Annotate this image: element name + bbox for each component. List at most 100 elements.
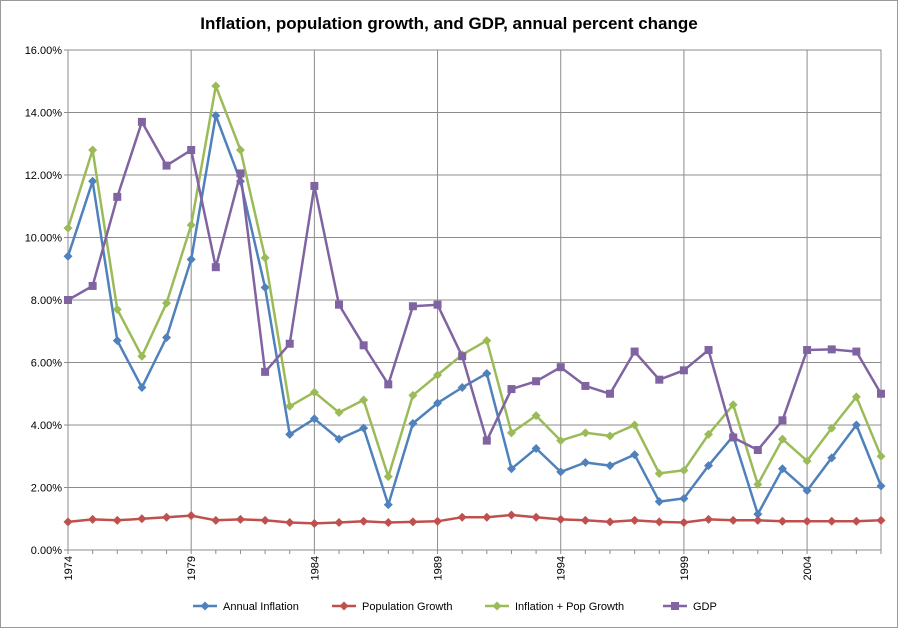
data-point-annual-inflation [506, 464, 516, 474]
data-point-inflation-pop-growth [531, 411, 541, 421]
data-point-gdp [803, 346, 812, 354]
data-point-annual-inflation [359, 423, 369, 433]
data-point-gdp [408, 302, 417, 311]
data-point-inflation-pop-growth [827, 423, 837, 433]
series-line-population-growth [67, 513, 882, 525]
data-point-inflation-pop-growth [679, 465, 689, 475]
data-point-gdp [64, 296, 72, 304]
data-point-inflation-pop-growth [704, 429, 714, 439]
data-point-population-growth [88, 514, 98, 524]
x-tick-label: 1994 [556, 556, 568, 580]
data-point-gdp [606, 389, 614, 398]
data-point-population-growth [162, 512, 172, 522]
y-tick-label: 6.00% [31, 358, 62, 370]
data-point-gdp [285, 339, 294, 348]
data-point-population-growth [802, 516, 812, 526]
data-point-gdp [162, 161, 171, 170]
legend: Annual Inflation Population Growth Inflati… [193, 601, 717, 613]
legend-item-gdp: GDP [663, 601, 717, 613]
data-point-population-growth [531, 512, 541, 522]
data-point-population-growth [827, 516, 837, 526]
grid-layer [67, 49, 881, 551]
data-point-annual-inflation [137, 383, 147, 392]
data-point-gdp [482, 436, 491, 445]
x-tick-label: 1974 [63, 556, 75, 580]
data-point-population-growth [777, 516, 787, 526]
data-point-annual-inflation [383, 500, 393, 510]
data-point-population-growth [186, 511, 196, 521]
data-point-annual-inflation [285, 429, 295, 439]
data-point-population-growth [728, 515, 738, 525]
data-point-population-growth [285, 518, 295, 527]
data-point-gdp [359, 341, 368, 350]
chart-title: Inflation, population growth, and GDP, a… [200, 14, 697, 33]
data-point-inflation-pop-growth [876, 451, 886, 461]
data-point-inflation-pop-growth [580, 428, 590, 438]
y-tick-label: 2.00% [31, 483, 62, 495]
series-line-gdp [67, 120, 883, 452]
data-point-population-growth [753, 515, 763, 525]
legend-swatch-marker [339, 601, 349, 611]
legend-swatch-marker [492, 601, 502, 611]
y-tick-label: 12.00% [25, 170, 63, 182]
data-point-annual-inflation [162, 333, 172, 342]
data-point-population-growth [112, 515, 122, 525]
data-point-annual-inflation [260, 283, 270, 292]
data-point-inflation-pop-growth [605, 431, 615, 441]
y-tick-label: 16.00% [25, 45, 63, 57]
data-point-gdp [753, 446, 762, 454]
y-tick-label: 4.00% [31, 420, 62, 432]
data-point-gdp [187, 146, 196, 154]
data-point-inflation-pop-growth [285, 401, 295, 411]
legend-item-inflation-pop-growth: Inflation + Pop Growth [485, 601, 624, 613]
data-point-inflation-pop-growth [433, 370, 443, 380]
data-point-annual-inflation [679, 493, 689, 503]
data-point-population-growth [704, 514, 714, 524]
data-point-inflation-pop-growth [137, 351, 147, 361]
data-point-population-growth [482, 512, 492, 522]
data-point-annual-inflation [88, 176, 98, 186]
data-point-gdp [778, 416, 787, 425]
data-point-inflation-pop-growth [556, 436, 566, 446]
data-point-population-growth [235, 514, 245, 524]
data-point-inflation-pop-growth [851, 392, 861, 402]
data-point-gdp [655, 375, 664, 384]
data-point-annual-inflation [605, 461, 615, 471]
data-point-inflation-pop-growth [63, 223, 73, 233]
legend-label: Annual Inflation [223, 601, 299, 613]
legend-label: Inflation + Pop Growth [515, 601, 624, 613]
x-tick-label: 2004 [802, 556, 814, 580]
x-tick-label: 1989 [433, 556, 445, 580]
data-point-population-growth [359, 516, 369, 526]
data-point-gdp [507, 385, 516, 394]
data-point-population-growth [309, 518, 319, 528]
data-point-annual-inflation [457, 383, 467, 392]
data-point-inflation-pop-growth [777, 434, 787, 444]
data-point-gdp [827, 345, 836, 354]
data-point-population-growth [408, 517, 418, 527]
data-point-annual-inflation [211, 111, 221, 121]
y-tick-label: 8.00% [31, 295, 62, 307]
data-point-population-growth [679, 518, 689, 527]
series-annual-inflation [63, 111, 886, 519]
data-point-population-growth [383, 518, 393, 527]
data-point-gdp [704, 346, 713, 354]
data-point-inflation-pop-growth [654, 468, 664, 478]
series-layer [63, 81, 886, 528]
data-point-annual-inflation [876, 481, 886, 491]
data-point-annual-inflation [802, 486, 812, 496]
data-point-annual-inflation [408, 418, 418, 428]
data-point-gdp [236, 169, 245, 178]
data-point-annual-inflation [63, 251, 73, 261]
data-point-gdp [433, 300, 442, 309]
legend-item-annual-inflation: Annual Inflation [193, 601, 299, 613]
data-point-inflation-pop-growth [162, 298, 172, 308]
data-point-population-growth [334, 518, 344, 527]
data-point-annual-inflation [654, 497, 664, 507]
series-line-annual-inflation [66, 114, 883, 516]
data-point-inflation-pop-growth [235, 145, 245, 155]
data-point-inflation-pop-growth [630, 420, 640, 430]
data-point-gdp [384, 380, 393, 389]
data-point-annual-inflation [556, 467, 566, 477]
